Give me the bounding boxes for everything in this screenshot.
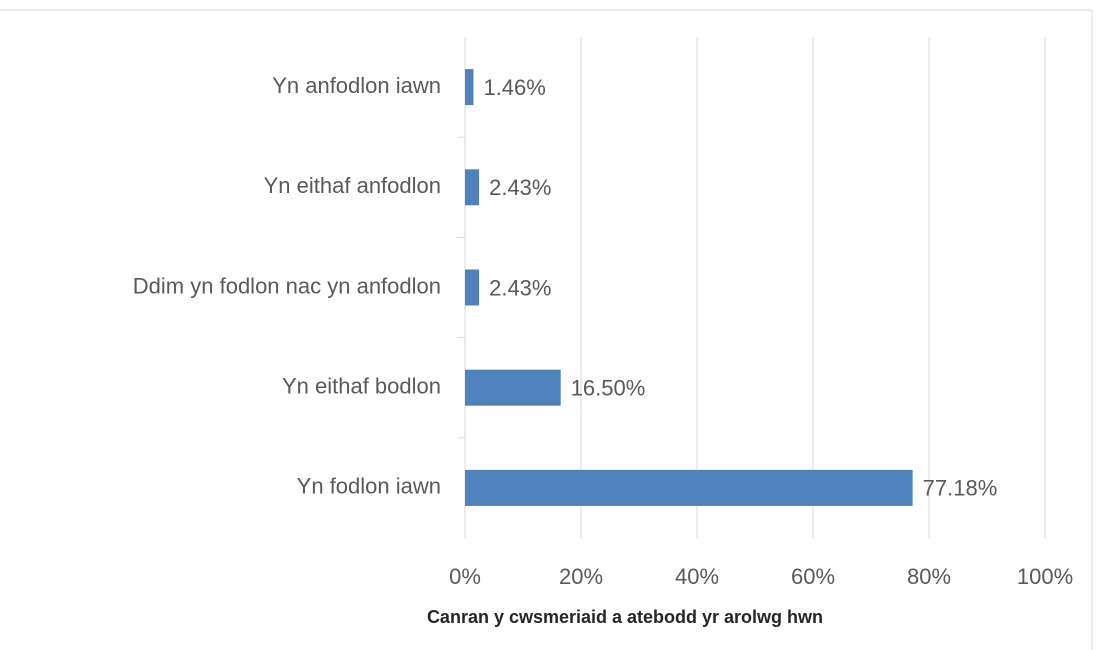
x-tick-label: 40%	[675, 564, 719, 589]
bar	[465, 269, 480, 306]
x-axis-title: Canran y cwsmeriaid a atebodd yr arolwg …	[427, 607, 823, 627]
x-tick-label: 80%	[907, 564, 951, 589]
data-label: 1.46%	[483, 75, 545, 100]
y-tick-label: Yn anfodlon iawn	[272, 73, 441, 98]
x-tick-label: 60%	[791, 564, 835, 589]
bar	[465, 469, 913, 506]
x-tick-label: 100%	[1017, 564, 1073, 589]
y-tick-label: Ddim yn fodlon nac yn anfodlon	[133, 273, 441, 298]
y-tick-label: Yn fodlon iawn	[297, 474, 441, 499]
x-tick-label: 0%	[449, 564, 481, 589]
data-label: 2.43%	[489, 275, 551, 300]
y-tick-label: Yn eithaf bodlon	[282, 374, 441, 399]
data-label: 2.43%	[489, 175, 551, 200]
bar	[465, 169, 480, 206]
bar	[465, 369, 561, 406]
x-tick-label: 20%	[559, 564, 603, 589]
bar	[465, 69, 474, 106]
data-label: 16.50%	[571, 376, 646, 401]
y-tick-label: Yn eithaf anfodlon	[264, 173, 441, 198]
data-label: 77.18%	[923, 476, 998, 501]
